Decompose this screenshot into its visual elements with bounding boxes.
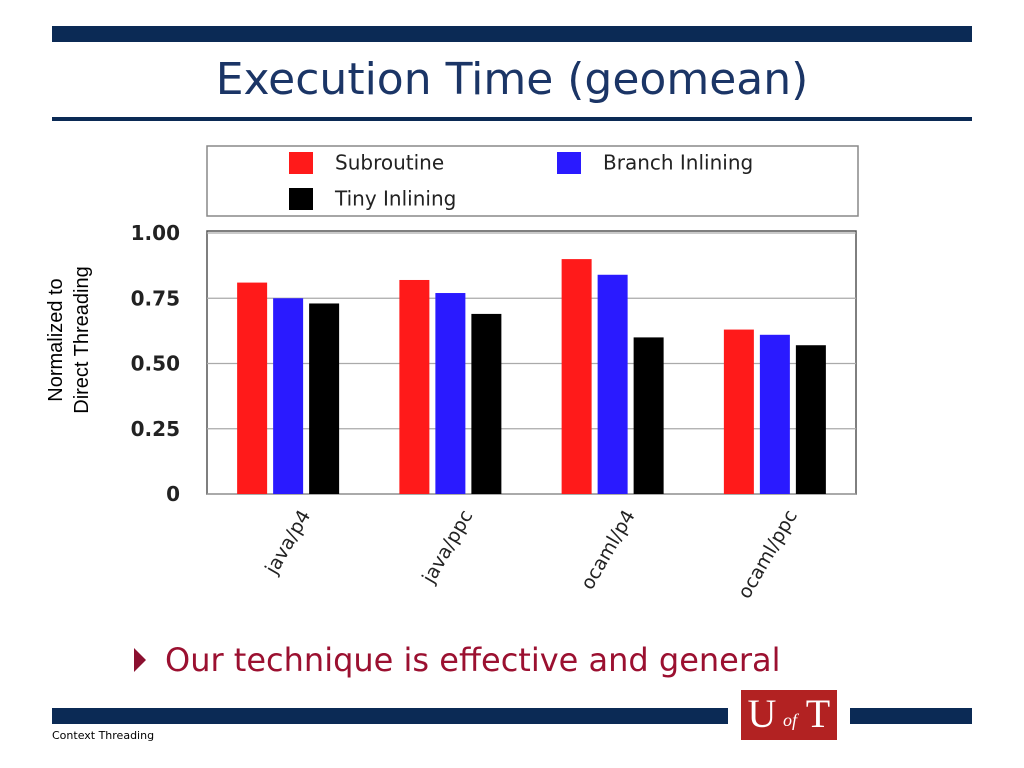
y-tick-label: 1.00 — [131, 221, 180, 245]
logo-text: U — [748, 691, 777, 736]
bar — [309, 303, 340, 494]
legend-swatch — [289, 188, 313, 210]
plot-frame — [206, 230, 857, 495]
y-axis-label: Direct Threading — [71, 266, 93, 413]
bar — [561, 259, 592, 494]
y-tick-label: 0.75 — [131, 286, 180, 310]
bar — [435, 293, 466, 494]
bottom-bar — [52, 708, 728, 724]
legend-swatch — [289, 152, 313, 174]
x-tick-label: java/ppc — [418, 506, 478, 588]
y-axis-label: Normalized to — [45, 278, 67, 401]
x-tick-label: ocaml/ppc — [734, 506, 802, 602]
x-tick-label: ocaml/p4 — [577, 506, 640, 593]
legend-label: Branch Inlining — [603, 151, 753, 175]
bar — [471, 313, 502, 494]
logo-text: T — [806, 691, 830, 736]
slide-title: Execution Time (geomean) — [216, 54, 809, 105]
bar — [237, 282, 268, 494]
bar — [795, 345, 826, 494]
bottom-bar — [850, 708, 972, 724]
title-rule — [52, 117, 972, 121]
legend-label: Subroutine — [335, 151, 444, 175]
bar — [759, 334, 790, 494]
bar — [633, 337, 664, 494]
legend-label: Tiny Inlining — [334, 187, 456, 211]
legend-swatch — [557, 152, 581, 174]
bullet-text: Our technique is effective and general — [165, 641, 781, 679]
bar — [597, 274, 628, 494]
bar — [723, 329, 754, 494]
legend-box — [206, 145, 859, 217]
logo-box — [741, 690, 837, 740]
bullet-arrow — [134, 648, 146, 672]
top-bar — [52, 26, 972, 42]
y-tick-label: 0.50 — [131, 352, 180, 376]
y-tick-label: 0.25 — [131, 417, 180, 441]
y-tick-label: 0 — [166, 482, 180, 506]
x-tick-label: java/p4 — [260, 506, 315, 579]
footer-text: Context Threading — [52, 729, 154, 742]
logo-text: of — [783, 710, 800, 730]
bar — [273, 298, 304, 494]
bar — [399, 279, 430, 494]
